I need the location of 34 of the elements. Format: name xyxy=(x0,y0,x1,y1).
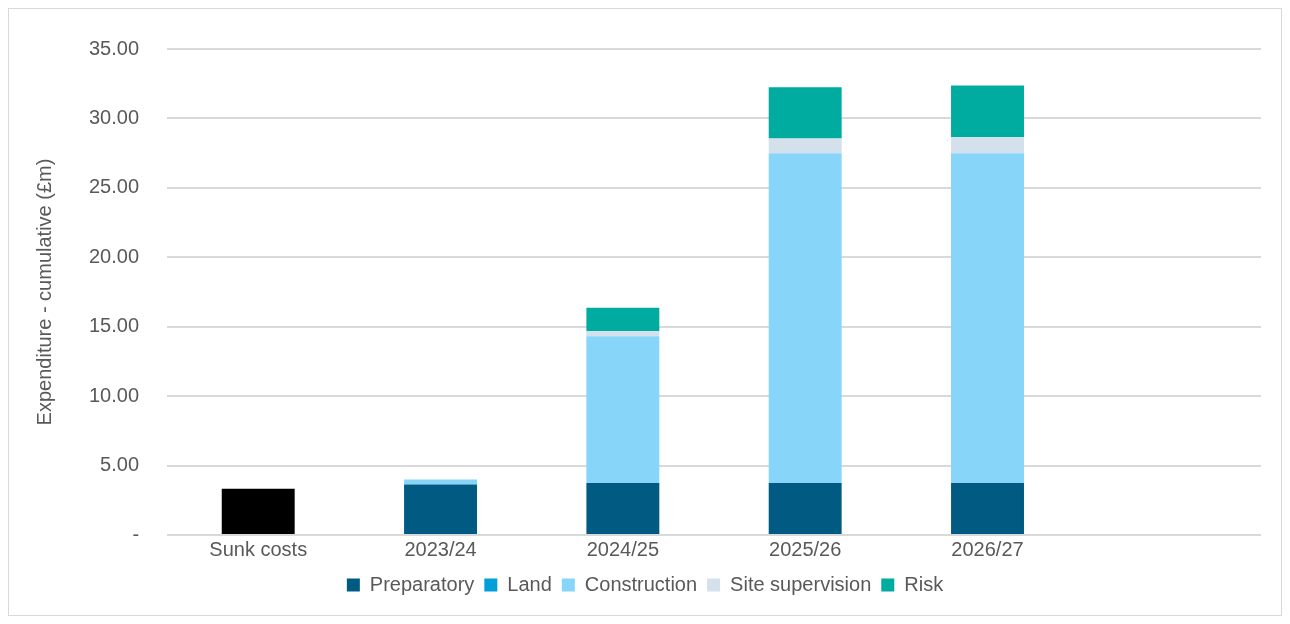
bar xyxy=(768,153,842,483)
legend-label: Land xyxy=(507,572,552,595)
bar xyxy=(768,87,842,139)
legend-label: Construction xyxy=(584,572,698,595)
y-tick-label: 20.00 xyxy=(88,244,140,267)
y-axis-title: Expenditure - cumulative (£m) xyxy=(32,158,55,426)
y-tick-label: - xyxy=(132,522,140,545)
bar xyxy=(586,331,660,337)
bar xyxy=(951,482,1024,534)
legend-label: Risk xyxy=(904,572,945,595)
legend-label: Preparatory xyxy=(369,572,475,595)
y-tick-label: 30.00 xyxy=(88,105,140,128)
bar xyxy=(586,336,660,483)
bar xyxy=(586,482,660,534)
bar xyxy=(768,482,842,534)
bar xyxy=(768,138,842,154)
y-tick-label: 5.00 xyxy=(100,453,140,476)
bar xyxy=(951,85,1024,138)
bar xyxy=(404,479,477,485)
x-tick-label: Sunk costs xyxy=(209,537,308,560)
y-tick-label: 10.00 xyxy=(88,383,140,406)
bar xyxy=(951,153,1024,483)
bar xyxy=(221,488,295,534)
y-tick-label: 35.00 xyxy=(88,36,140,59)
y-tick-label: 15.00 xyxy=(88,314,140,337)
x-tick-label: 2025/26 xyxy=(769,537,842,560)
y-tick-label: 25.00 xyxy=(88,175,140,198)
bar xyxy=(586,307,660,332)
x-tick-label: 2023/24 xyxy=(404,537,477,560)
bar xyxy=(951,137,1024,154)
bar xyxy=(404,484,477,534)
x-tick-label: 2026/27 xyxy=(951,537,1024,560)
x-tick-label: 2024/25 xyxy=(586,537,660,560)
legend-label: Site supervision xyxy=(730,572,872,595)
